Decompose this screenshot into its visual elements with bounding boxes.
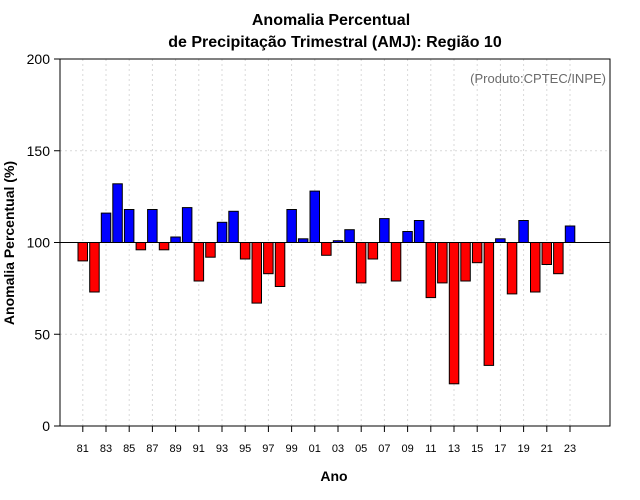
x-tick-label: 97 [262, 443, 274, 455]
y-tick-label: 200 [27, 51, 51, 67]
bar-2013 [448, 242, 460, 385]
x-tick-label: 95 [239, 443, 251, 455]
bar-2005 [355, 242, 367, 284]
bar-2021 [541, 242, 552, 265]
x-tick-label: 15 [471, 443, 483, 455]
bar-2009 [402, 231, 413, 243]
bar-1986 [135, 242, 147, 251]
x-tick-label: 85 [123, 443, 135, 455]
bar-1987 [147, 209, 158, 243]
bar-1984 [112, 183, 123, 244]
x-tick-label: 21 [541, 443, 553, 455]
x-tick-label: 87 [146, 443, 158, 455]
x-tick-label: 09 [401, 443, 413, 455]
bar-1996 [251, 242, 262, 304]
x-tick-label: 89 [169, 443, 181, 455]
bar-2010 [413, 220, 425, 243]
x-tick-label: 11 [425, 443, 436, 455]
bar-1993 [216, 221, 228, 244]
x-axis-label: Ano [320, 468, 347, 484]
bar-2000 [297, 238, 309, 244]
bar-2015 [471, 242, 483, 264]
bar-2012 [437, 242, 448, 284]
bar-2019 [518, 220, 529, 243]
bar-2020 [530, 242, 541, 293]
bar-2006 [367, 242, 379, 260]
y-axis-label: Anomalia Percentual (%) [1, 161, 17, 325]
x-tick-label: 91 [193, 443, 205, 455]
bar-2011 [425, 242, 437, 299]
bar-1983 [100, 212, 112, 244]
x-axis: 81 83 85 87 89 91 93 95 97 99 01 03 05 07 09 11 13 15 17 19… [77, 426, 576, 455]
bar-1999 [286, 209, 297, 243]
bar-2007 [379, 218, 390, 244]
grid [60, 59, 610, 426]
bars [77, 183, 576, 385]
x-tick-label: 07 [378, 443, 390, 455]
bar-1997 [263, 242, 274, 275]
x-tick-label: 01 [309, 443, 321, 455]
x-tick-label: 03 [332, 443, 344, 455]
bar-2016 [483, 242, 495, 366]
x-tick-label: 93 [216, 443, 228, 455]
bar-2004 [344, 229, 355, 243]
y-tick-label: 150 [27, 143, 51, 159]
x-tick-label: 81 [77, 443, 89, 455]
x-tick-label: 05 [355, 443, 367, 455]
y-tick-label: 50 [34, 326, 50, 342]
chart-title: Anomalia Percentual [252, 12, 410, 29]
y-axis: 0 50 100 150 200 [27, 51, 60, 434]
y-tick-label: 0 [42, 418, 50, 434]
x-tick-label: 99 [285, 443, 297, 455]
bar-1982 [89, 242, 100, 293]
x-tick-label: 17 [494, 443, 506, 455]
bar-2018 [506, 242, 518, 295]
bar-2022 [553, 242, 564, 275]
bar-2023 [564, 225, 576, 243]
bar-1991 [193, 242, 205, 282]
bar-2001 [309, 190, 320, 244]
bar-1998 [274, 242, 286, 287]
bar-2017 [495, 238, 506, 244]
x-tick-label: 23 [564, 443, 576, 455]
bar-1981 [77, 242, 88, 262]
bar-2014 [460, 242, 471, 282]
bar-2002 [321, 242, 332, 256]
chart-subtitle: de Precipitação Trimestral (AMJ): Região… [168, 34, 502, 51]
bar-1995 [239, 242, 251, 260]
bar-1989 [170, 236, 181, 243]
bar-1994 [228, 210, 239, 244]
bar-1988 [158, 242, 170, 251]
x-tick-label: 19 [517, 443, 529, 455]
bar-2008 [390, 242, 402, 282]
bar-1992 [205, 242, 216, 258]
bar-1985 [123, 209, 135, 243]
bar-1990 [181, 207, 193, 244]
x-tick-label: 83 [100, 443, 112, 455]
x-tick-label: 13 [448, 443, 460, 455]
y-tick-label: 100 [27, 235, 51, 251]
credit-note: (Produto:CPTEC/INPE) [470, 71, 606, 86]
